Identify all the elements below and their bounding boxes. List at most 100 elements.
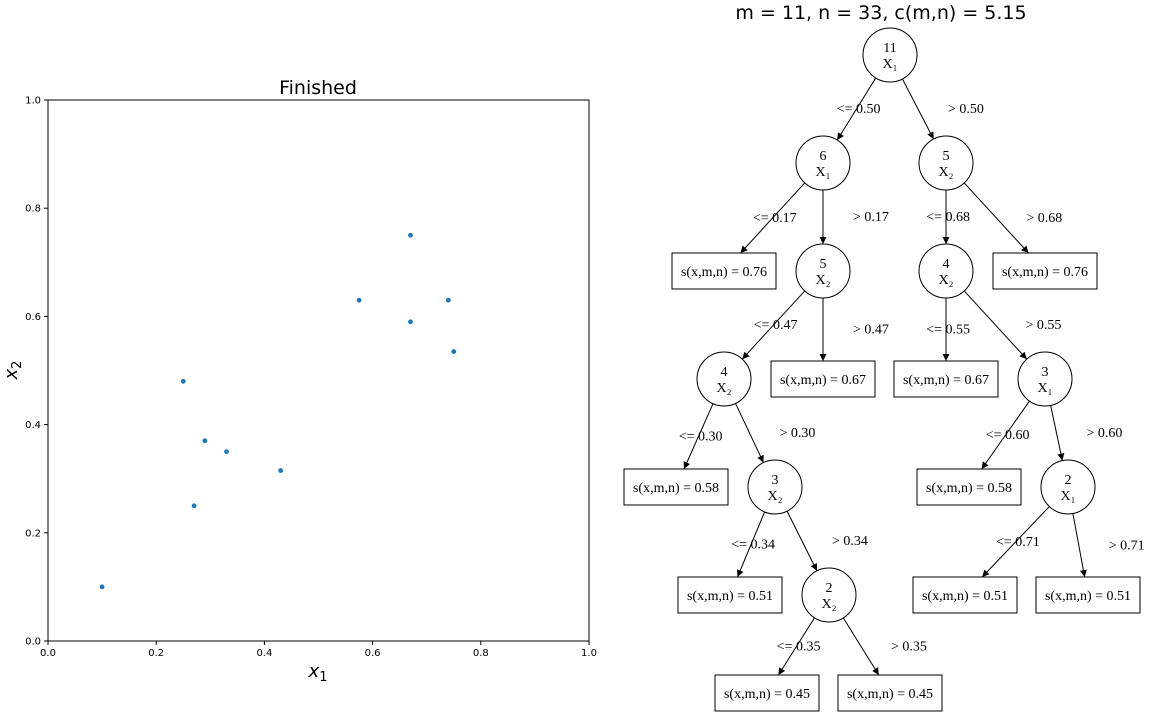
node-sample-count: 3 <box>772 473 779 488</box>
split-node-circle <box>795 243 851 299</box>
leaf-score: s(x,m,n) = 0.76 <box>1002 265 1088 280</box>
split-node-circle <box>1017 351 1073 407</box>
edge-label: > 0.17 <box>853 210 889 225</box>
leaf-node: s(x,m,n) = 0.76 <box>671 252 777 290</box>
node-sample-count: 5 <box>820 257 827 272</box>
scatter-title: Finished <box>279 77 357 99</box>
leaf-node: s(x,m,n) = 0.45 <box>837 674 943 712</box>
tree-edge <box>1072 513 1087 578</box>
edge-label: <= 0.71 <box>996 535 1040 550</box>
split-node: 2X₂ <box>801 567 857 623</box>
y-tick-label: 0.4 <box>25 420 41 431</box>
x-tick-label: 0.8 <box>473 648 489 659</box>
leaf-node-box <box>671 252 777 290</box>
data-point <box>180 378 186 384</box>
data-point <box>202 438 208 444</box>
leaf-node-box <box>916 468 1022 506</box>
tree-diagram: m = 11, n = 33, c(m,n) = 5.15 <= 0.50 > 0… <box>623 2 1145 712</box>
tree-edge <box>736 511 766 578</box>
leaf-score: s(x,m,n) = 0.67 <box>903 373 989 388</box>
x-axis-ticks: 0.0 0.2 0.4 0.6 0.8 1.0 <box>40 641 597 659</box>
leaf-score: s(x,m,n) = 0.58 <box>633 481 719 496</box>
edge-label: > 0.50 <box>948 102 984 117</box>
edge-label: <= 0.60 <box>986 428 1030 443</box>
y-axis-label: x2 <box>1 361 25 381</box>
tree-edge <box>901 78 935 140</box>
split-node: 2X₁ <box>1040 459 1096 515</box>
split-node-circle <box>862 27 918 83</box>
tree-edge <box>683 403 714 470</box>
edge-label: <= 0.35 <box>777 639 821 654</box>
y-tick-label: 0.2 <box>25 528 41 539</box>
split-node-circle <box>747 459 803 515</box>
tree-edge <box>963 182 1029 254</box>
split-node-circle <box>918 243 974 299</box>
x-tick-label: 1.0 <box>581 648 597 659</box>
split-node: 5X₂ <box>918 135 974 191</box>
x-tick-label: 0.4 <box>256 648 272 659</box>
leaf-node-box <box>770 360 876 398</box>
plot-frame <box>47 99 590 642</box>
edge-label: > 0.47 <box>853 323 889 338</box>
edge-label: <= 0.55 <box>926 323 970 338</box>
leaf-node-box <box>677 576 783 614</box>
leaf-score: s(x,m,n) = 0.51 <box>687 589 773 604</box>
x-tick-label: 0.6 <box>365 648 381 659</box>
leaf-node: s(x,m,n) = 0.51 <box>677 576 783 614</box>
data-point <box>445 297 451 303</box>
x-tick-label: 0.2 <box>148 648 164 659</box>
leaf-node: s(x,m,n) = 0.67 <box>770 360 876 398</box>
node-sample-count: 2 <box>1065 473 1072 488</box>
split-node-circle <box>918 135 974 191</box>
leaf-node: s(x,m,n) = 0.67 <box>893 360 999 398</box>
node-split-variable: X₁ <box>883 57 898 72</box>
tree-edge <box>741 290 806 360</box>
tree-edge <box>786 510 818 572</box>
node-split-variable: X₁ <box>1061 489 1076 504</box>
split-node-circle <box>1040 459 1096 515</box>
edge-label: > 0.35 <box>891 639 927 654</box>
split-node: 3X₂ <box>747 459 803 515</box>
data-point <box>356 297 362 303</box>
tree-edge <box>735 403 764 463</box>
node-sample-count: 4 <box>943 257 950 272</box>
edge-label: <= 0.17 <box>753 211 797 226</box>
tree-title: m = 11, n = 33, c(m,n) = 5.15 <box>735 2 1026 24</box>
tree-edge <box>981 400 1030 470</box>
y-tick-label: 1.0 <box>25 96 41 107</box>
tree-edge <box>740 182 806 254</box>
data-point <box>224 449 229 455</box>
leaf-score: s(x,m,n) = 0.67 <box>780 373 866 388</box>
node-split-variable: X₂ <box>822 597 837 612</box>
y-tick-label: 0.0 <box>25 637 41 648</box>
node-sample-count: 4 <box>721 365 728 380</box>
data-point <box>408 232 413 238</box>
tree-edges: <= 0.50 > 0.50 <= 0.17 > 0.17 <= 0.68 > 0.68 <… <box>679 77 1145 676</box>
leaf-node: s(x,m,n) = 0.58 <box>916 468 1022 506</box>
node-split-variable: X₁ <box>816 165 831 180</box>
x-tick-label: 0.0 <box>40 648 56 659</box>
split-node: 4X₂ <box>918 243 974 299</box>
y-tick-label: 0.6 <box>25 312 41 323</box>
tree-edge <box>981 506 1050 578</box>
scatter-points <box>99 232 457 590</box>
leaf-score: s(x,m,n) = 0.51 <box>1045 589 1131 604</box>
tree-edge <box>963 290 1028 360</box>
leaf-node-box <box>623 468 729 506</box>
edge-label: > 0.60 <box>1087 426 1123 441</box>
leaf-node: s(x,m,n) = 0.76 <box>992 252 1098 290</box>
edge-label: <= 0.34 <box>731 537 775 552</box>
data-point <box>99 584 105 590</box>
edge-label: > 0.30 <box>780 426 816 441</box>
leaf-node-box <box>837 674 943 712</box>
edge-label: <= 0.68 <box>926 210 970 225</box>
leaf-node-box <box>1035 576 1141 614</box>
x-axis-label: x1 <box>308 661 328 685</box>
node-sample-count: 3 <box>1042 365 1049 380</box>
split-node: 5X₂ <box>795 243 851 299</box>
split-node-circle <box>696 351 752 407</box>
edge-label: > 0.34 <box>832 534 868 549</box>
y-axis-ticks: 0.0 0.2 0.4 0.6 0.8 1.0 <box>25 96 48 648</box>
